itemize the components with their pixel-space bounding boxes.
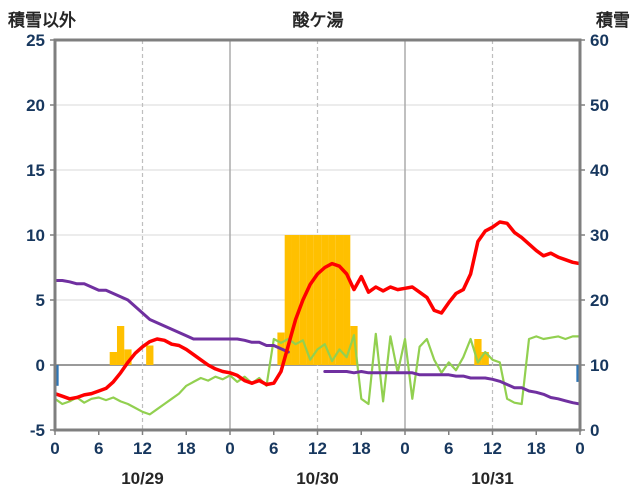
- x-tick-label: 0: [225, 439, 234, 458]
- bar-precipitation-bars: [321, 235, 329, 365]
- right-tick-label: 30: [590, 226, 609, 245]
- right-tick-label: 0: [590, 421, 599, 440]
- x-tick-label: 0: [575, 439, 584, 458]
- series-temperature: [55, 220, 580, 401]
- bar-precipitation-bars: [474, 339, 482, 365]
- x-tick-label: 6: [269, 439, 278, 458]
- x-tick-label: 18: [352, 439, 371, 458]
- left-axis-title: 積雪以外: [8, 11, 76, 30]
- bar-precipitation-bars: [335, 235, 344, 365]
- left-tick-label: 5: [36, 291, 45, 310]
- bar-precipitation-bars: [328, 235, 336, 365]
- x-tick-label: 0: [50, 439, 59, 458]
- bar-precipitation-bars: [313, 235, 322, 365]
- chart-title: 酸ケ湯: [292, 11, 344, 30]
- x-tick-label: 12: [483, 439, 502, 458]
- left-tick-label: 0: [36, 356, 45, 375]
- left-tick-label: 25: [26, 31, 45, 50]
- bar-blue-edge-bars: [576, 365, 580, 382]
- x-tick-label: 0: [400, 439, 409, 458]
- right-tick-label: 40: [590, 161, 609, 180]
- x-tick-label: 12: [308, 439, 327, 458]
- bar-precipitation-bars: [291, 235, 300, 365]
- bar-precipitation-bars: [306, 235, 314, 365]
- bar-precipitation-bars: [109, 352, 117, 365]
- right-tick-label: 60: [590, 31, 609, 50]
- x-tick-label: 18: [177, 439, 196, 458]
- bar-precipitation-bars: [116, 326, 125, 365]
- right-axis-title: 積雪: [596, 11, 630, 30]
- right-tick-label: 10: [590, 356, 609, 375]
- x-tick-label: 18: [527, 439, 546, 458]
- bar-precipitation-bars: [350, 326, 358, 365]
- bar-precipitation-bars: [284, 235, 292, 365]
- right-tick-label: 20: [590, 291, 609, 310]
- bar-precipitation-bars: [124, 349, 132, 365]
- left-tick-label: 20: [26, 96, 45, 115]
- x-tick-label: 12: [133, 439, 152, 458]
- date-label: 10/30: [296, 469, 339, 488]
- x-tick-label: 6: [444, 439, 453, 458]
- left-tick-label: 10: [26, 226, 45, 245]
- bar-blue-edge-bars: [55, 365, 59, 386]
- bar-precipitation-bars: [146, 345, 154, 365]
- left-tick-label: -5: [30, 421, 45, 440]
- left-tick-label: 15: [26, 161, 45, 180]
- series-green-series: [55, 332, 580, 416]
- bar-precipitation-bars: [343, 235, 351, 365]
- date-label: 10/29: [121, 469, 164, 488]
- date-label: 10/31: [471, 469, 514, 488]
- right-tick-label: 50: [590, 96, 609, 115]
- x-tick-label: 6: [94, 439, 103, 458]
- bar-precipitation-bars: [481, 352, 489, 365]
- series-snow-depth: [55, 279, 580, 406]
